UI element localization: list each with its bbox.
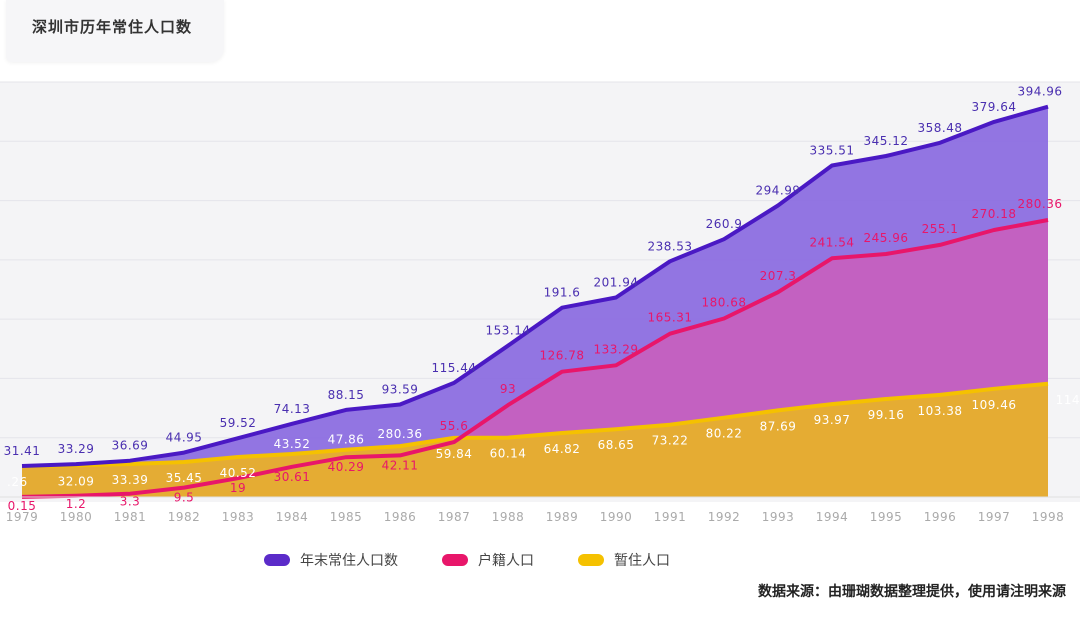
x-tick-label: 1991 — [654, 510, 687, 524]
x-tick-label: 1984 — [276, 510, 309, 524]
area-chart: 31.41 33.29 36.69 44.95 59.52 74.13 88.15 93.59… — [0, 81, 1080, 524]
legend-swatch-total — [264, 554, 290, 566]
data-label-total: 44.95 — [166, 431, 203, 445]
data-label-huji: 30.61 — [274, 470, 311, 484]
legend-label-zanzhu: 暂住人口 — [614, 553, 670, 569]
data-label-huji: 3.3 — [120, 495, 141, 509]
line-total — [21, 104, 1049, 468]
legend-item-huji[interactable]: 户籍人口 — [442, 550, 534, 570]
data-label-huji: 280.36 — [1018, 197, 1063, 211]
data-label-huji: 255.1 — [922, 222, 959, 236]
data-label-zanzhu: .26 — [7, 475, 28, 489]
data-label-zanzhu: 33.39 — [112, 473, 149, 487]
data-label-total: 93.59 — [382, 383, 419, 397]
legend-item-zanzhu[interactable]: 暂住人口 — [578, 550, 670, 570]
data-label-huji: 270.18 — [972, 207, 1017, 221]
data-label-zanzhu: 114 — [1056, 393, 1080, 407]
x-tick-label: 1980 — [60, 510, 93, 524]
x-tick-label: 1985 — [330, 510, 363, 524]
data-label-huji: 9.5 — [174, 491, 195, 505]
data-label-zanzhu: 280.36 — [378, 427, 423, 441]
data-label-huji: 19 — [230, 481, 246, 495]
line-zanzhu — [21, 381, 1049, 469]
data-label-total: 335.51 — [810, 143, 855, 157]
x-tick-label: 1995 — [870, 510, 903, 524]
data-label-total: 74.13 — [274, 402, 311, 416]
x-tick-label: 1998 — [1032, 510, 1065, 524]
data-label-zanzhu: 73.22 — [652, 434, 689, 448]
data-label-zanzhu: 43.52 — [274, 437, 311, 451]
data-label-huji: 180.68 — [702, 295, 747, 309]
data-label-huji: 241.54 — [810, 235, 855, 249]
chart-title: 深圳市历年常住人口数 — [32, 18, 193, 36]
data-label-total: 358.48 — [918, 121, 963, 135]
data-label-total: 59.52 — [220, 416, 257, 430]
data-label-total: 379.64 — [972, 100, 1017, 114]
data-label-total: 191.6 — [544, 286, 581, 300]
data-label-huji: 55.6 — [440, 419, 469, 433]
legend-swatch-zanzhu — [578, 554, 604, 566]
data-label-total: 115.44 — [432, 361, 477, 375]
data-label-zanzhu: 93.97 — [814, 413, 851, 427]
x-tick-label: 1983 — [222, 510, 255, 524]
data-label-total: 33.29 — [58, 442, 95, 456]
x-tick-label: 1990 — [600, 510, 633, 524]
data-label-zanzhu: 40.52 — [220, 466, 257, 480]
data-label-huji: 0.15 — [8, 499, 37, 513]
line-huji — [21, 218, 1049, 499]
data-label-zanzhu: 109.46 — [972, 398, 1017, 412]
legend-item-total[interactable]: 年末常住人口数 — [264, 550, 398, 570]
data-label-total: 345.12 — [864, 134, 909, 148]
x-tick-label: 1993 — [762, 510, 795, 524]
data-label-zanzhu: 68.65 — [598, 438, 635, 452]
data-label-huji: 133.29 — [594, 342, 639, 356]
x-tick-label: 1989 — [546, 510, 579, 524]
x-tick-label: 1981 — [114, 510, 147, 524]
legend-label-total: 年末常住人口数 — [300, 553, 398, 569]
data-label-zanzhu: 32.09 — [58, 474, 95, 488]
data-label-zanzhu: 35.45 — [166, 471, 203, 485]
x-tick-label: 1992 — [708, 510, 741, 524]
data-label-huji: 126.78 — [540, 349, 585, 363]
x-tick-label: 1979 — [6, 510, 39, 524]
data-label-total: 36.69 — [112, 439, 149, 453]
data-label-huji: 165.31 — [648, 311, 693, 325]
data-label-zanzhu: 47.86 — [328, 433, 365, 447]
data-label-total: 201.94 — [594, 275, 639, 289]
data-label-zanzhu: 87.69 — [760, 419, 797, 433]
data-label-zanzhu: 60.14 — [490, 447, 527, 461]
data-source-note: 数据来源：由珊瑚数据整理提供，使用请注明来源 — [758, 584, 1066, 600]
data-label-huji: 1.2 — [66, 497, 87, 511]
data-label-huji: 93 — [500, 382, 516, 396]
data-label-total: 260.9 — [706, 217, 743, 231]
x-tick-label: 1987 — [438, 510, 471, 524]
data-label-zanzhu: 99.16 — [868, 408, 905, 422]
data-label-huji: 207.3 — [760, 269, 797, 283]
legend: 年末常住人口数 户籍人口 暂住人口 — [264, 550, 714, 570]
data-label-total: 88.15 — [328, 388, 365, 402]
data-label-total: 394.96 — [1018, 85, 1063, 99]
x-tick-label: 1996 — [924, 510, 957, 524]
data-label-huji: 40.29 — [328, 460, 365, 474]
data-label-zanzhu: 80.22 — [706, 427, 743, 441]
data-label-huji: 245.96 — [864, 231, 909, 245]
x-tick-label: 1988 — [492, 510, 525, 524]
x-tick-label: 1986 — [384, 510, 417, 524]
data-label-total: 153.14 — [486, 324, 531, 338]
data-label-total: 238.53 — [648, 239, 693, 253]
title-tab: 深圳市历年常住人口数 — [6, 0, 224, 62]
x-tick-label: 1994 — [816, 510, 849, 524]
data-label-huji: 42.11 — [382, 458, 419, 472]
data-label-zanzhu: 103.38 — [918, 404, 963, 418]
data-label-zanzhu: 64.82 — [544, 442, 581, 456]
data-label-zanzhu: 59.84 — [436, 447, 473, 461]
data-label-total: 31.41 — [4, 444, 41, 458]
legend-label-huji: 户籍人口 — [478, 553, 534, 569]
x-tick-label: 1982 — [168, 510, 201, 524]
legend-swatch-huji — [442, 554, 468, 566]
data-label-total: 294.99 — [756, 184, 801, 198]
x-tick-label: 1997 — [978, 510, 1011, 524]
